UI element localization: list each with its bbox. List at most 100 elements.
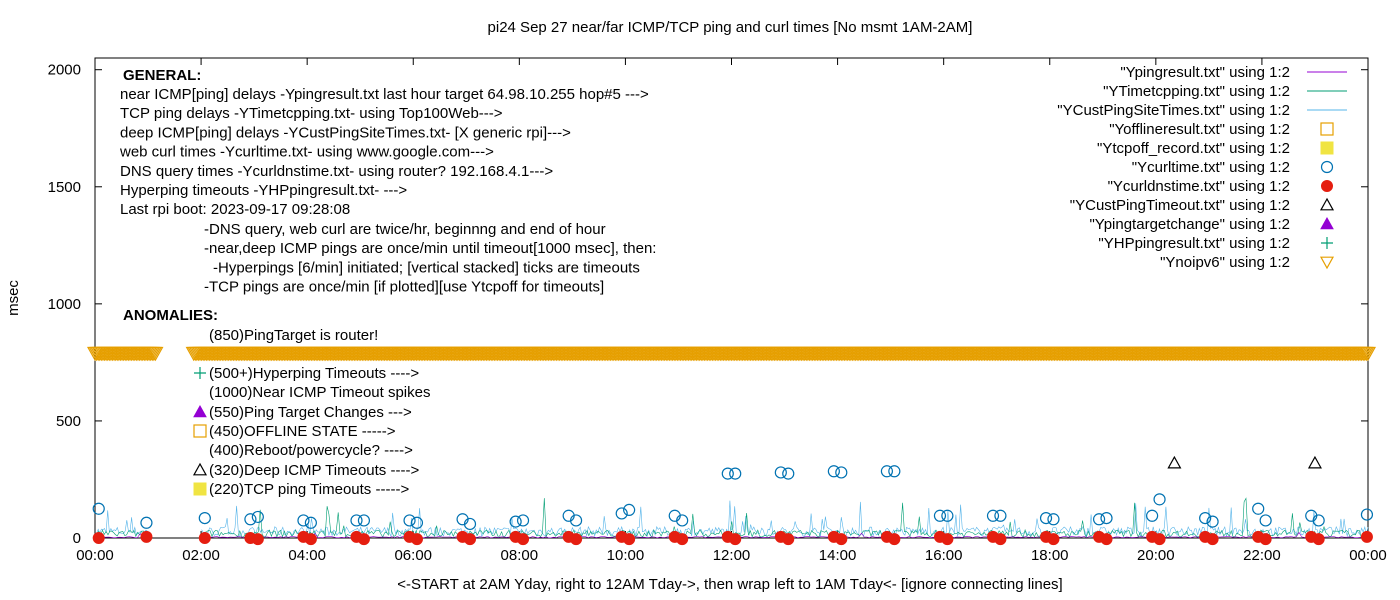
data-point [140, 516, 153, 529]
y-tick-label: 1500 [48, 179, 81, 196]
data-point [623, 503, 636, 517]
data-point [1307, 455, 1322, 469]
data-point [1360, 530, 1373, 543]
data-point [615, 507, 628, 520]
data-point [1146, 509, 1159, 522]
data-point [357, 533, 370, 546]
data-point [782, 467, 795, 480]
x-tick-label: 10:00 [607, 547, 645, 564]
series-noipv6-band [86, 346, 1377, 362]
data-point [1360, 508, 1374, 521]
series-group [1167, 455, 1322, 469]
data-point [888, 465, 901, 478]
data-point [1039, 511, 1053, 525]
general-notes: -DNS query, web curl are twice/hr, begin… [204, 221, 656, 296]
y-tick-label: 0 [73, 530, 81, 547]
data-point [1047, 533, 1060, 546]
legend-marker [1321, 237, 1333, 249]
data-point [1167, 455, 1182, 469]
y-tick-label: 2000 [48, 62, 81, 79]
legend-label: "YHPpingresult.txt" using 1:2 [1098, 235, 1290, 252]
data-point [1199, 511, 1212, 525]
data-point [933, 509, 947, 522]
data-point [403, 514, 416, 527]
data-point [1259, 533, 1272, 546]
data-point [1206, 515, 1219, 528]
general-line: DNS query times -Ycurldnstime.txt- using… [120, 163, 553, 180]
general-lines: near ICMP[ping] delays -Ypingresult.txt … [119, 86, 649, 218]
anomaly-marker [193, 482, 207, 496]
data-point [92, 502, 105, 515]
data-point [251, 510, 264, 524]
data-point [1100, 533, 1113, 546]
general-line: Hyperping timeouts -YHPpingresult.txt- -… [120, 182, 407, 199]
general-line: TCP ping delays -YTimetcpping.txt- using… [120, 105, 503, 122]
general-line: Last rpi boot: 2023-09-17 09:28:08 [120, 201, 350, 218]
data-point [835, 466, 848, 479]
anomaly-marker [193, 424, 207, 438]
chart-title: pi24 Sep 27 near/far ICMP/TCP ping and c… [488, 19, 973, 36]
data-point [729, 533, 742, 546]
general-line: near ICMP[ping] delays -Ypingresult.txt … [120, 86, 649, 103]
y-tick-label: 500 [56, 413, 81, 430]
data-point [297, 514, 310, 527]
data-point [410, 533, 423, 546]
anomaly-lines: (850)PingTarget is router! (500+)Hyperpin… [192, 327, 430, 498]
legend-label: "Ynoipv6" using 1:2 [1160, 254, 1290, 271]
anomaly-line: (1000)Near ICMP Timeout spikes [209, 384, 430, 401]
series-group [92, 530, 1373, 546]
data-point [304, 533, 317, 546]
x-tick-label: 18:00 [1031, 547, 1069, 564]
data-point [1206, 533, 1219, 546]
anomaly-line: (400)Reboot/powercycle? ----> [209, 442, 413, 459]
data-point [1312, 514, 1325, 527]
data-point [774, 466, 787, 479]
anomaly-line: (320)Deep ICMP Timeouts ----> [209, 462, 419, 479]
data-point [994, 509, 1007, 522]
data-point [516, 514, 530, 527]
data-point [986, 509, 1000, 522]
data-point [410, 516, 424, 529]
legend-marker [1319, 197, 1335, 211]
anomaly-line: (500+)Hyperping Timeouts ----> [209, 365, 419, 382]
x-tick-label: 12:00 [713, 547, 751, 564]
x-tick-label: 06:00 [394, 547, 432, 564]
data-point [994, 533, 1007, 546]
legend-marker [1320, 160, 1334, 174]
anomaly-line: (550)Ping Target Changes ---> [209, 404, 412, 421]
anomaly-line: (220)TCP ping Timeouts -----> [209, 481, 409, 498]
data-point [1153, 493, 1166, 506]
data-point [880, 465, 894, 478]
data-point [463, 517, 477, 531]
series-custping-trace [94, 500, 1369, 538]
anomaly-line: (850)PingTarget is router! [209, 327, 378, 344]
noipv6-point [1359, 346, 1377, 362]
data-point [198, 532, 211, 544]
data-point [304, 516, 317, 529]
x-tick-label: 08:00 [501, 547, 539, 564]
data-point [888, 533, 901, 546]
data-point [92, 532, 105, 544]
y-tick-label: 1000 [48, 296, 81, 313]
x-tick-label: 14:00 [819, 547, 857, 564]
general-note: -Hyperpings [6/min] initiated; [vertical… [213, 259, 640, 276]
data-point [729, 467, 742, 480]
noipv6-point [147, 346, 164, 362]
x-axis-label: <-START at 2AM Yday, right to 12AM Tday-… [397, 576, 1062, 593]
legend-label: "Ycurldnstime.txt" using 1:2 [1108, 178, 1290, 195]
legend-marker [1320, 122, 1334, 136]
data-point [1047, 513, 1060, 526]
data-point [721, 467, 734, 480]
series-group [92, 465, 1374, 531]
x-tick-label: 02:00 [182, 547, 220, 564]
general-line: web curl times -Ycurltime.txt- using www… [119, 144, 494, 161]
data-point [570, 533, 583, 546]
data-point [569, 514, 583, 527]
anomaly-marker [193, 404, 207, 418]
data-point [357, 514, 371, 527]
data-point [1312, 533, 1325, 546]
data-point [464, 533, 477, 546]
x-tick-label: 20:00 [1137, 547, 1175, 564]
data-point [676, 533, 689, 546]
